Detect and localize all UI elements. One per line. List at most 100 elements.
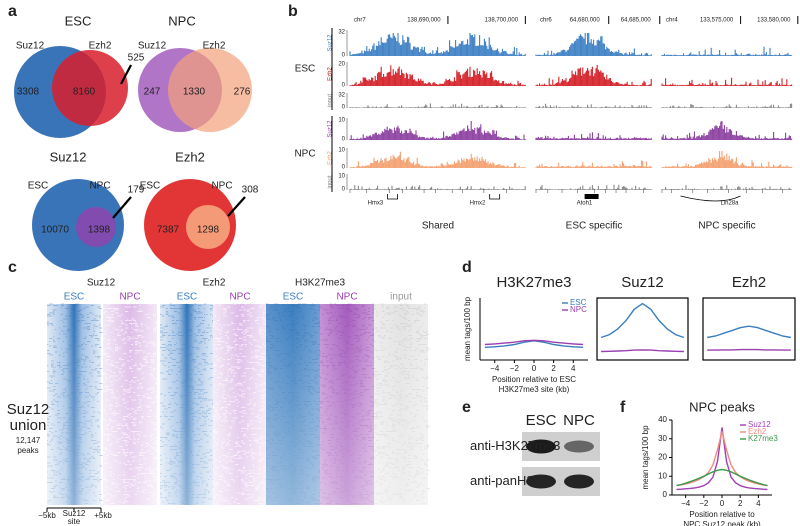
- panel-label: d: [462, 259, 472, 276]
- venn-count: 8160: [73, 87, 96, 98]
- signal-track: [661, 185, 793, 190]
- signal-track: [349, 151, 526, 168]
- venn-circle: [186, 205, 230, 249]
- side-label: 12,147: [16, 436, 41, 445]
- venn-count: 276: [234, 87, 251, 98]
- heatmap-fade: [47, 304, 101, 505]
- heatmap-fade: [320, 304, 374, 505]
- x-axis-label: Position relative to: [689, 510, 755, 519]
- column-header: NPC: [119, 292, 140, 303]
- signal-track: [535, 103, 652, 108]
- venn-count: 308: [242, 185, 259, 196]
- heatmap-fade: [266, 304, 320, 505]
- locus-caption: ESC specific: [566, 221, 623, 232]
- set-label: ESC: [140, 181, 161, 192]
- signal-track: [349, 121, 526, 140]
- venn-circle: [76, 207, 116, 247]
- x-tick-label: 2: [551, 364, 556, 373]
- set-label: Suz12: [138, 41, 167, 52]
- legend-label: ESC: [570, 298, 587, 307]
- mark-header: H3K27me3: [295, 278, 345, 289]
- y-axis-label: mean tags/100 bp: [463, 296, 472, 361]
- panel-label: e: [462, 399, 471, 416]
- pointer: [227, 196, 246, 217]
- pointer: [120, 64, 132, 85]
- signal-track: [535, 184, 652, 190]
- x-tick-label: 0: [532, 364, 537, 373]
- gene-name: Lin28a: [721, 201, 740, 207]
- lane-label: NPC: [563, 412, 595, 429]
- track-scale-min: 0: [342, 137, 346, 143]
- signal-track: [535, 33, 652, 56]
- panel-label: f: [620, 399, 626, 416]
- locus-caption: Shared: [422, 221, 454, 232]
- set-label: Suz12: [16, 41, 45, 52]
- mark-header: Ezh2: [203, 278, 226, 289]
- track-scale-max: 32: [338, 30, 345, 36]
- track-scale-max: 10: [338, 118, 345, 124]
- antibody-label: anti-H3K27me3: [470, 438, 560, 453]
- x-tick-label: 0: [720, 499, 725, 508]
- column-header: ESC: [283, 292, 304, 303]
- set-label: Ezh2: [203, 41, 226, 52]
- signal-track: [349, 103, 526, 108]
- venn-title: Ezh2: [175, 149, 205, 164]
- panel-label: a: [8, 3, 17, 20]
- venn-circle: [168, 48, 252, 132]
- column-header: NPC: [229, 292, 250, 303]
- venn-count: 525: [128, 53, 145, 64]
- y-tick-label: 40: [658, 415, 667, 424]
- track-scale-max: 10: [338, 174, 345, 180]
- track-scale-min: 0: [342, 83, 346, 89]
- coordinate: 64,680,000: [570, 18, 601, 24]
- signal-track: [661, 77, 793, 86]
- coordinate: 133,580,000: [757, 18, 791, 24]
- column-header: NPC: [336, 292, 357, 303]
- data-line: [676, 431, 768, 487]
- axis-label: site: [68, 517, 81, 526]
- venn-count: 1398: [88, 225, 111, 236]
- data-line: [707, 325, 791, 339]
- venn-count: 1330: [183, 87, 206, 98]
- group-label: ESC: [295, 64, 316, 75]
- set-label: Ezh2: [89, 41, 112, 52]
- track-name: Ezh2: [328, 151, 334, 165]
- gene-name: Hmx3: [368, 201, 384, 207]
- chrom-label: chr4: [666, 18, 678, 24]
- blot-band: [526, 439, 556, 454]
- group-label: NPC: [294, 149, 315, 160]
- venn-title: ESC: [65, 13, 92, 28]
- column-header: input: [390, 292, 412, 303]
- track-scale-min: 0: [342, 53, 346, 59]
- data-line: [600, 302, 685, 339]
- venn-title: Suz12: [50, 149, 87, 164]
- side-label: union: [10, 417, 47, 434]
- gene-box: [584, 194, 599, 199]
- venn-count: 1298: [197, 225, 220, 236]
- venn-title: NPC: [168, 13, 195, 28]
- chart-title: Suz12: [621, 274, 664, 291]
- coordinate: 133,575,000: [700, 18, 734, 24]
- blot-band: [564, 474, 594, 489]
- axis-label: −5kb: [38, 511, 56, 520]
- x-tick-label: 4: [571, 364, 576, 373]
- pointer: [112, 196, 132, 219]
- y-axis-label: mean tags/100 bp: [641, 425, 650, 490]
- legend-label: Suz12: [748, 420, 771, 429]
- column-header: ESC: [64, 292, 85, 303]
- data-line: [707, 348, 791, 351]
- heatmap-fade: [103, 304, 157, 505]
- axis-label: +5kb: [94, 511, 112, 520]
- axis-label: Suz12: [63, 509, 86, 518]
- x-tick-label: 2: [738, 499, 743, 508]
- gene-model: [489, 194, 501, 200]
- coordinate: 64,685,000: [621, 18, 652, 24]
- x-axis-label: H3K27me3 site (kb): [499, 385, 570, 394]
- chrom-label: chr6: [540, 18, 552, 24]
- mark-header: Suz12: [87, 278, 116, 289]
- venn-count: 247: [144, 87, 161, 98]
- data-line: [601, 349, 684, 353]
- track-name: Ezh2: [328, 67, 334, 81]
- track-scale-min: 0: [342, 187, 346, 193]
